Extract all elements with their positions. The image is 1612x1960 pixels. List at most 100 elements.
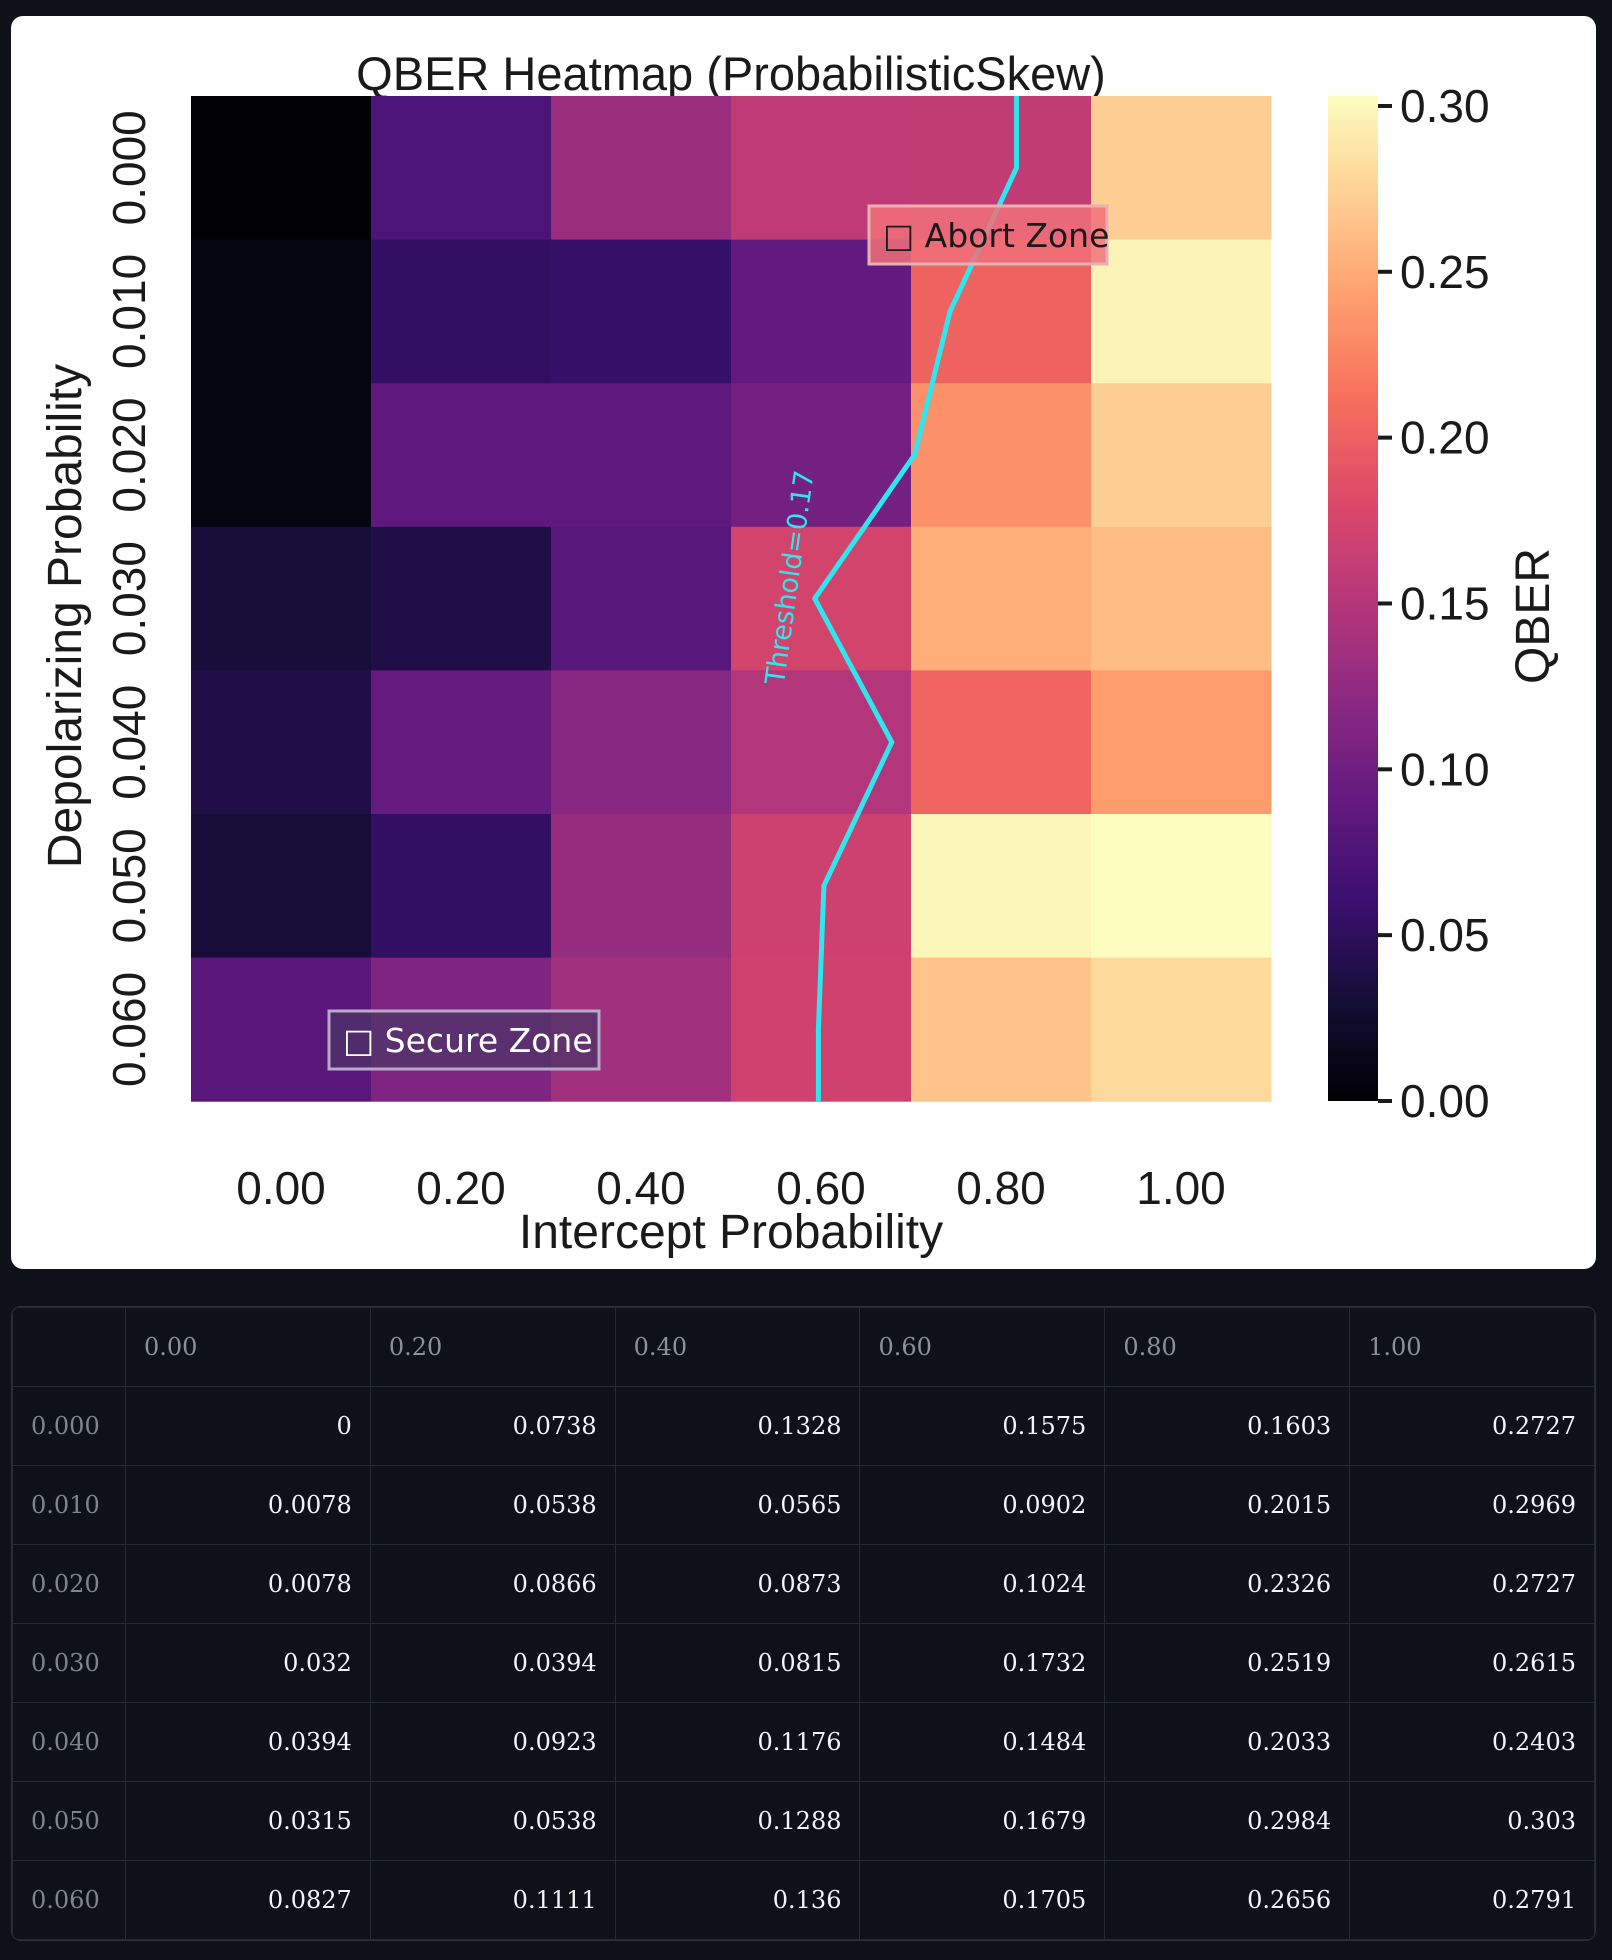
table-column-header[interactable]: 0.80	[1104, 1307, 1351, 1387]
table-column-header[interactable]: 1.00	[1349, 1307, 1595, 1387]
table-cell[interactable]: 0.1328	[614, 1386, 861, 1466]
heatmap-cell-r4-c1	[371, 670, 552, 815]
heatmap-cell-r0-c1	[371, 96, 552, 241]
table-row: 0.030 0.032 0.0394 0.0815 0.1732 0.2519 0.2615	[12, 1623, 1595, 1703]
x-axis-label: Intercept Probability	[519, 1206, 943, 1259]
table-row-index[interactable]: 0.010	[12, 1465, 126, 1545]
table-cell[interactable]: 0.2727	[1349, 1544, 1595, 1624]
table-cell[interactable]: 0.1288	[614, 1781, 861, 1861]
table-row: 0.050 0.0315 0.0538 0.1288 0.1679 0.2984 0.303	[12, 1781, 1595, 1861]
heatmap-cell-r3-c4	[911, 526, 1092, 671]
heatmap-cell-r2-c2	[551, 383, 732, 528]
table-column-header[interactable]: 0.60	[859, 1307, 1106, 1387]
table-cell[interactable]: 0.0394	[125, 1702, 371, 1782]
abort-zone-label: □ Abort Zone	[883, 216, 1109, 255]
table-row-index[interactable]: 0.040	[12, 1702, 126, 1782]
secure-zone-annotation: □ Secure Zone	[327, 1009, 601, 1071]
table-column-header[interactable]: 0.40	[614, 1307, 861, 1387]
table-cell[interactable]: 0.0923	[369, 1702, 616, 1782]
table-cell[interactable]: 0.303	[1349, 1781, 1595, 1861]
table-cell[interactable]: 0.0827	[125, 1860, 371, 1940]
table-cell[interactable]: 0.1679	[859, 1781, 1106, 1861]
colorbar-tick-label: 0.20	[1400, 412, 1490, 464]
table-cell[interactable]: 0.2615	[1349, 1623, 1595, 1703]
table-cell[interactable]: 0.0538	[369, 1465, 616, 1545]
table-cell[interactable]: 0.2033	[1104, 1702, 1351, 1782]
table-body: 0.000 0 0.0738 0.1328 0.1575 0.1603 0.2727 0.01…	[12, 1386, 1595, 1940]
table-cell[interactable]: 0.2984	[1104, 1781, 1351, 1861]
table-cell[interactable]: 0.2519	[1104, 1623, 1351, 1703]
table-cell[interactable]: 0.0565	[614, 1465, 861, 1545]
heatmap-cell-r5-c5	[1091, 814, 1272, 959]
table-cell[interactable]: 0.2656	[1104, 1860, 1351, 1940]
table-cell[interactable]: 0.0866	[369, 1544, 616, 1624]
heatmap-cell-r6-c5	[1091, 957, 1272, 1102]
heatmap-cell-r1-c1	[371, 239, 552, 384]
y-tick-label: 0.040	[103, 685, 155, 800]
colorbar-tick-label: 0.10	[1400, 743, 1490, 795]
table-cell[interactable]: 0.2015	[1104, 1465, 1351, 1545]
table-cell[interactable]: 0.1484	[859, 1702, 1106, 1782]
table-row-index[interactable]: 0.060	[12, 1860, 126, 1940]
table-cell[interactable]: 0.2969	[1349, 1465, 1595, 1545]
table-row-index[interactable]: 0.020	[12, 1544, 126, 1624]
table-cell[interactable]: 0.1024	[859, 1544, 1106, 1624]
table-row-index[interactable]: 0.050	[12, 1781, 126, 1861]
qber-data-table[interactable]: 0.00 0.20 0.40 0.60 0.80 1.00 0.000 0 0.0738 0.1…	[11, 1306, 1596, 1941]
table-cell[interactable]: 0.0315	[125, 1781, 371, 1861]
table-cell[interactable]: 0.0394	[369, 1623, 616, 1703]
heatmap-cell-r1-c2	[551, 239, 732, 384]
y-tick-label: 0.030	[103, 541, 155, 656]
table-cell[interactable]: 0.1176	[614, 1702, 861, 1782]
y-axis-label: Depolarizing Probability	[39, 364, 92, 868]
heatmap-cell-r3-c2	[551, 526, 732, 671]
table-cell[interactable]: 0.0538	[369, 1781, 616, 1861]
heatmap-cell-r5-c4	[911, 814, 1092, 959]
table-row-index[interactable]: 0.030	[12, 1623, 126, 1703]
colorbar-label: QBER	[1507, 548, 1560, 684]
heatmap-cell-r2-c4	[911, 383, 1092, 528]
table-cell[interactable]: 0.0815	[614, 1623, 861, 1703]
table-column-header[interactable]: 0.00	[125, 1307, 371, 1387]
heatmap-cell-r4-c0	[191, 670, 372, 815]
table-cell[interactable]: 0.0078	[125, 1544, 371, 1624]
heatmap-cells	[191, 96, 1272, 1102]
table-cell[interactable]: 0.0738	[369, 1386, 616, 1466]
heatmap-cell-r5-c1	[371, 814, 552, 959]
table-cell[interactable]: 0.1603	[1104, 1386, 1351, 1466]
colorbar-tick-label: 0.25	[1400, 246, 1490, 298]
colorbar-tick-label: 0.15	[1400, 577, 1490, 629]
heatmap-cell-r2-c3	[731, 383, 912, 528]
table-cell[interactable]: 0.2326	[1104, 1544, 1351, 1624]
table-cell[interactable]: 0.136	[614, 1860, 861, 1940]
table-index-header	[12, 1307, 126, 1387]
table-cell[interactable]: 0.1111	[369, 1860, 616, 1940]
table-column-header[interactable]: 0.20	[369, 1307, 616, 1387]
chart-card: QBER Heatmap (ProbabilisticSkew) Thresho…	[11, 16, 1596, 1269]
heatmap-cell-r1-c5	[1091, 239, 1272, 384]
table-cell[interactable]: 0	[125, 1386, 371, 1466]
table-cell[interactable]: 0.2727	[1349, 1386, 1595, 1466]
table-cell[interactable]: 0.1575	[859, 1386, 1106, 1466]
table-cell[interactable]: 0.1732	[859, 1623, 1106, 1703]
table-row-index[interactable]: 0.000	[12, 1386, 126, 1466]
x-tick-label: 0.00	[236, 1162, 326, 1214]
heatmap-cell-r2-c1	[371, 383, 552, 528]
colorbar-tick-label: 0.30	[1400, 80, 1490, 132]
table-cell[interactable]: 0.2791	[1349, 1860, 1595, 1940]
table-cell[interactable]: 0.0902	[859, 1465, 1106, 1545]
heatmap-cell-r0-c5	[1091, 96, 1272, 241]
colorbar-tick-label: 0.05	[1400, 909, 1490, 961]
table-cell[interactable]: 0.2403	[1349, 1702, 1595, 1782]
heatmap-cell-r2-c0	[191, 383, 372, 528]
heatmap-cell-r6-c4	[911, 957, 1092, 1102]
table-cell[interactable]: 0.0873	[614, 1544, 861, 1624]
table-cell[interactable]: 0.1705	[859, 1860, 1106, 1940]
x-tick-label: 0.40	[596, 1162, 686, 1214]
table-cell[interactable]: 0.032	[125, 1623, 371, 1703]
table-cell[interactable]: 0.0078	[125, 1465, 371, 1545]
heatmap-cell-r0-c2	[551, 96, 732, 241]
y-tick-label: 0.010	[103, 254, 155, 369]
heatmap-cell-r4-c5	[1091, 670, 1272, 815]
colorbar-ticks: 0.00 0.05 0.10 0.15 0.20 0.25 0.30	[1378, 80, 1490, 1127]
